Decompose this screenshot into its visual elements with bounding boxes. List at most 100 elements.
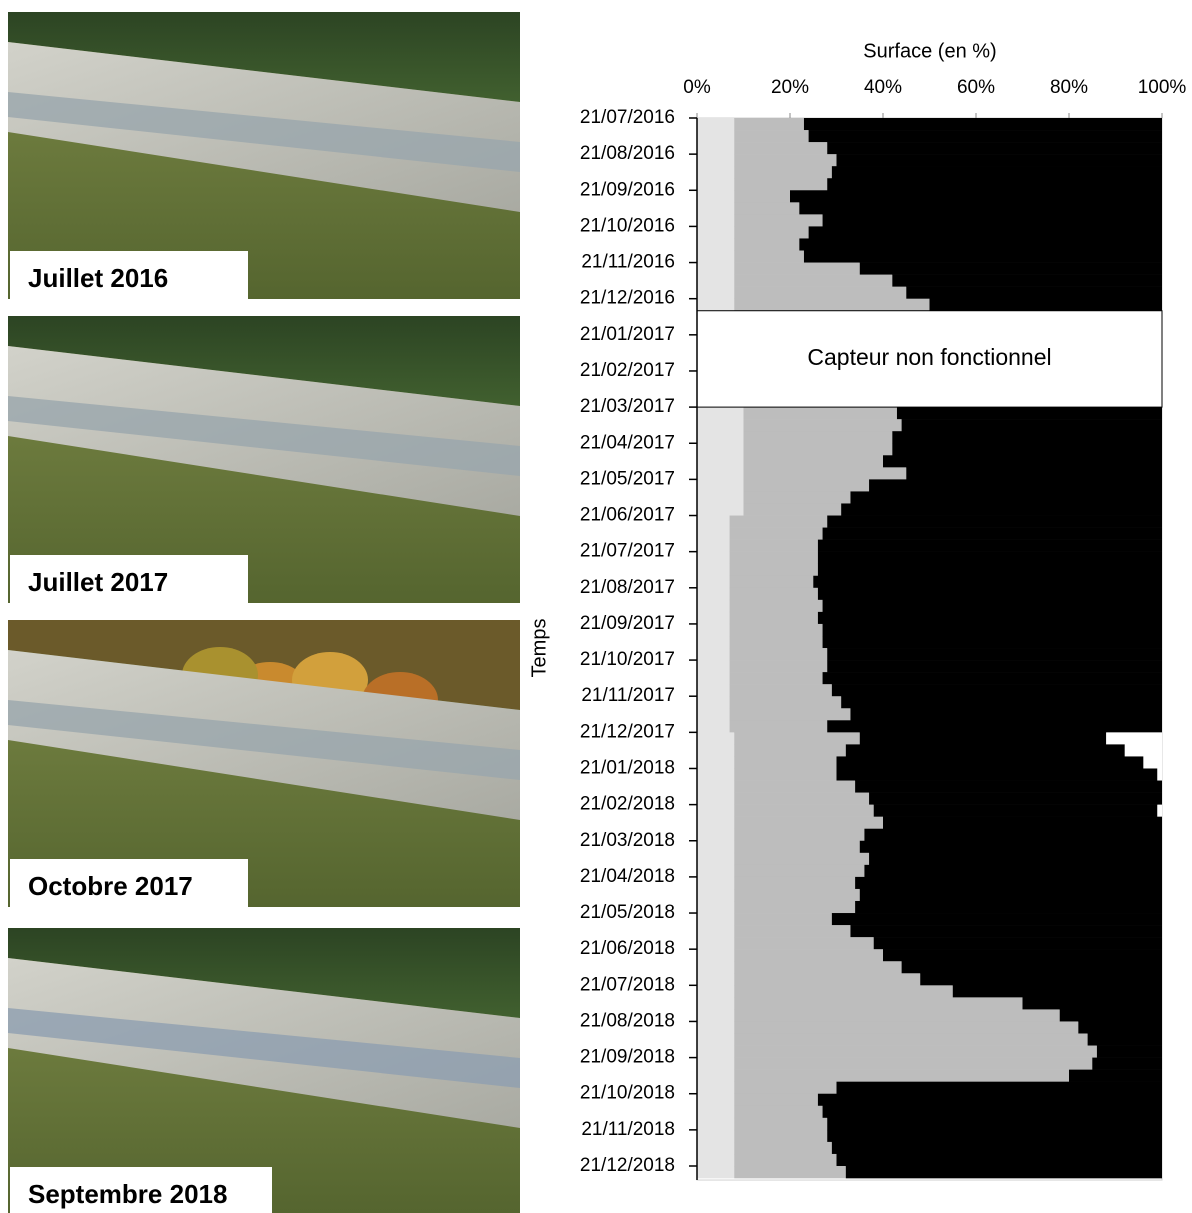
bar-segment bbox=[697, 142, 735, 155]
y-tick-label: 21/05/2017 bbox=[580, 468, 675, 489]
bar-segment bbox=[836, 154, 1162, 167]
bar-segment bbox=[734, 202, 800, 215]
bar-segment bbox=[817, 587, 1162, 601]
caption-box bbox=[10, 1167, 272, 1213]
y-tick-label: 21/11/2017 bbox=[581, 685, 675, 706]
bar-segment bbox=[836, 1153, 1162, 1167]
bar-segment bbox=[929, 298, 1162, 312]
bar-segment bbox=[697, 635, 730, 649]
bar-segment bbox=[734, 997, 1023, 1010]
bar-segment bbox=[734, 142, 828, 155]
chart: Surface (en %) Temps Capteur non fonctio… bbox=[528, 40, 1187, 1181]
bar-segment bbox=[734, 1009, 1060, 1022]
bar-segment bbox=[734, 1166, 846, 1179]
bar-segment bbox=[734, 792, 870, 805]
bar-segment bbox=[1069, 1069, 1162, 1082]
bar-segment bbox=[734, 840, 860, 854]
bar-segment bbox=[697, 732, 735, 745]
y-tick-label: 21/04/2017 bbox=[580, 432, 675, 453]
photo-column: Juillet 2016 Juillet 2017 Octobre 2017 Sept… bbox=[8, 12, 520, 1213]
bar-segment bbox=[859, 262, 1162, 275]
caption-box bbox=[10, 251, 248, 299]
photo-trees bbox=[8, 928, 520, 1018]
bar-segment bbox=[827, 178, 1162, 191]
y-tick-label: 21/10/2017 bbox=[580, 649, 675, 670]
bar-segment bbox=[697, 599, 730, 613]
bar-segment bbox=[743, 419, 902, 432]
bar-segment bbox=[743, 479, 870, 492]
x-tick-label: 0% bbox=[683, 77, 711, 98]
bar-segment bbox=[734, 286, 907, 299]
bar-segment bbox=[883, 816, 1162, 830]
bar-segment bbox=[729, 575, 814, 589]
bar-segment bbox=[734, 1081, 837, 1095]
bar-segment bbox=[697, 1105, 735, 1119]
bar-segment bbox=[697, 1033, 735, 1046]
bar-segment bbox=[892, 431, 1162, 444]
photo-water bbox=[8, 700, 520, 780]
bar-segment bbox=[729, 635, 823, 649]
bar-segment bbox=[697, 816, 735, 830]
bar-segment bbox=[831, 166, 1162, 179]
bar-segment bbox=[697, 539, 730, 552]
bar-segment bbox=[906, 467, 1162, 480]
bar-segment bbox=[697, 491, 744, 504]
y-tick-label: 21/06/2018 bbox=[580, 938, 675, 959]
bar-segment bbox=[864, 828, 1162, 842]
bar-segment bbox=[697, 708, 730, 721]
bar-segment bbox=[697, 768, 735, 781]
bar-segment bbox=[734, 828, 865, 842]
bar-segment bbox=[743, 431, 893, 444]
bar-segment bbox=[864, 864, 1162, 878]
bar-segment bbox=[743, 455, 883, 468]
bar-segment bbox=[734, 298, 930, 312]
bar-segment bbox=[734, 937, 874, 950]
bar-segment bbox=[822, 599, 1162, 613]
bar-segment bbox=[734, 1069, 1069, 1082]
bar-segment bbox=[822, 1105, 1162, 1119]
bar-segment bbox=[734, 900, 856, 914]
photo: Juillet 2017 bbox=[8, 316, 520, 603]
y-tick-label: 21/09/2018 bbox=[580, 1047, 675, 1068]
bar-segment bbox=[831, 913, 1162, 926]
bar-segment bbox=[808, 130, 1162, 143]
bar-segment bbox=[734, 852, 870, 866]
bar-segment bbox=[729, 684, 832, 697]
bar-segment bbox=[817, 611, 1162, 625]
bar-segment bbox=[1087, 1033, 1162, 1046]
bar-segment bbox=[697, 876, 735, 890]
bar-segment bbox=[808, 226, 1162, 239]
bar-segment bbox=[836, 1081, 1162, 1095]
bar-segment bbox=[734, 1033, 1088, 1046]
bar-segment bbox=[697, 407, 744, 420]
bar-segment bbox=[697, 286, 735, 299]
bar-segment bbox=[743, 443, 893, 456]
bar-segment bbox=[743, 407, 897, 420]
bar-segment bbox=[1059, 1009, 1162, 1022]
bar-segment bbox=[850, 708, 1162, 721]
bar-segment bbox=[697, 949, 735, 962]
y-tick-label: 21/10/2016 bbox=[580, 215, 675, 236]
photo-water bbox=[8, 92, 520, 172]
bar-segment bbox=[697, 575, 730, 589]
photo-caption: Juillet 2017 bbox=[28, 567, 168, 597]
bar-segment bbox=[734, 961, 902, 974]
y-tick-label: 21/09/2017 bbox=[580, 613, 675, 634]
gap-box bbox=[696, 310, 1163, 408]
bar-segment bbox=[697, 1009, 735, 1022]
bar-segment bbox=[831, 1141, 1162, 1155]
y-tick-label: 21/08/2017 bbox=[580, 577, 675, 598]
bar-segment bbox=[734, 913, 832, 926]
x-tick-label: 100% bbox=[1138, 77, 1187, 98]
bar-segment bbox=[697, 684, 730, 697]
bar-segment bbox=[697, 828, 735, 842]
bar-segment bbox=[734, 876, 856, 890]
bar-segment bbox=[817, 539, 1162, 552]
bar-segment bbox=[697, 1129, 735, 1143]
bar-segment bbox=[734, 816, 883, 830]
bar-segment bbox=[850, 491, 1162, 504]
bar-segment bbox=[822, 527, 1162, 540]
bar-segment bbox=[896, 407, 1162, 420]
bar-segment bbox=[729, 623, 823, 637]
